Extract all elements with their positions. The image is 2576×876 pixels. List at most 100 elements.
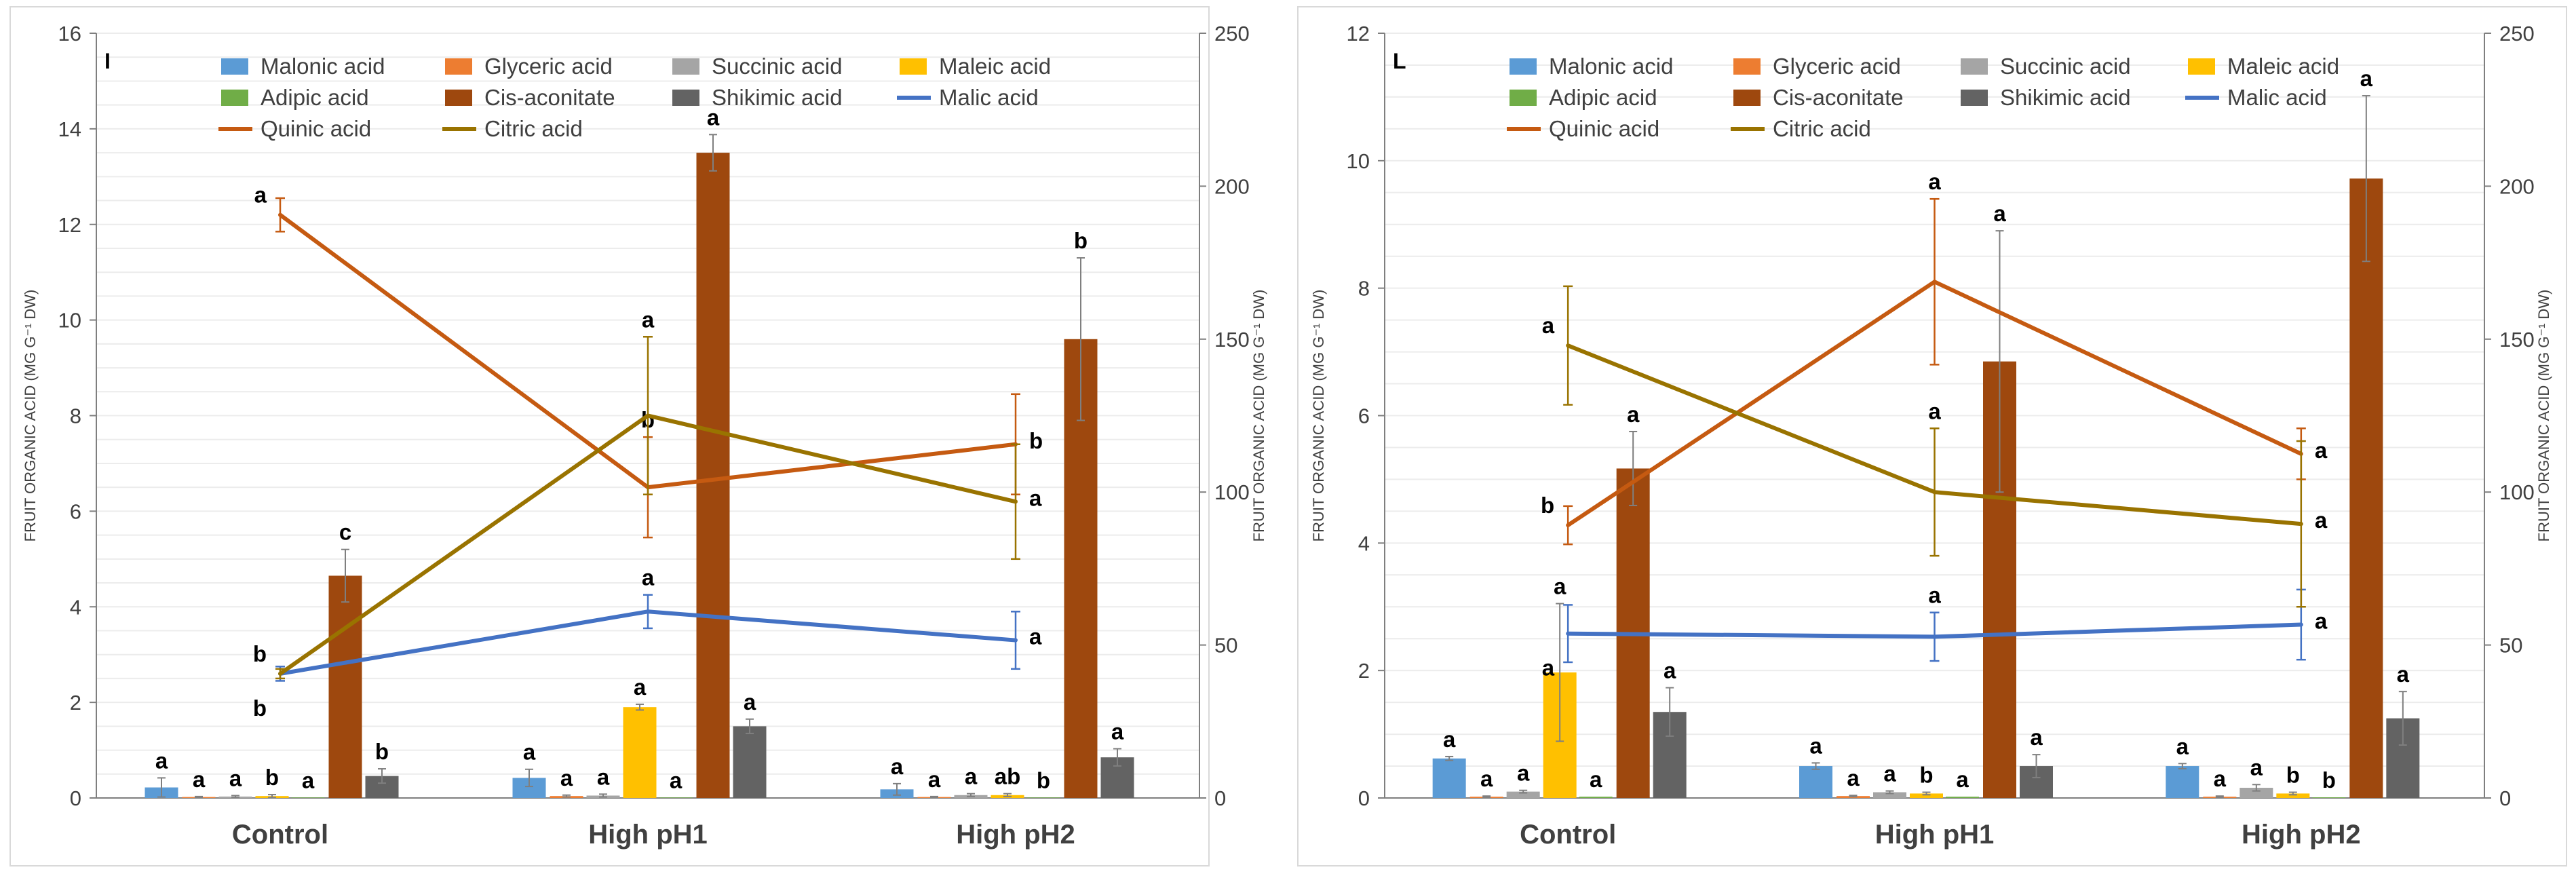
significance-letter: a [155,748,168,773]
y-tick-label: 14 [58,117,81,141]
legend-label-succinic-acid: Succinic acid [712,54,843,79]
significance-letter: a [891,754,904,779]
point-malic-acid [1932,634,1937,639]
bar-maleic-acid-high-ph1 [623,707,657,798]
y-tick-label: 8 [70,404,81,428]
legend-label-maleic-acid: Maleic acid [2227,54,2339,79]
y-tick-label: 2 [70,691,81,715]
y-right-tick-label: 150 [1214,328,1250,351]
panel-label: L [1393,49,1406,73]
y-tick-label: 6 [70,499,81,523]
bar-shikimic-acid-high-ph1 [733,726,767,798]
significance-letter: a [642,565,655,590]
significance-letter: a [1664,658,1676,683]
significance-letter: a [2030,725,2043,750]
y-tick-label: 4 [1358,531,1370,555]
point-citric-acid [1014,499,1018,504]
bar-cis-aconitate-control [328,575,362,798]
significance-letter: a [1928,169,1941,194]
significance-letter: a [2214,766,2227,791]
legend-label-glyceric-acid: Glyceric acid [484,54,613,79]
x-tick-label-high-ph1: High pH1 [588,820,708,850]
y-right-axis-title: FRUIT ORGANIC ACID (MG G⁻¹ DW) [1250,290,1267,542]
significance-letter: b [375,739,389,764]
legend-swatch-malonic-acid [221,58,248,75]
bar-adipic-acid-high-ph2 [2312,797,2346,798]
significance-letter: a [1590,767,1602,792]
significance-letter: b [1037,767,1050,793]
point-malic-acid [646,609,650,614]
significance-letter: b [253,696,267,721]
significance-letter: a [523,740,536,765]
significance-letter: a [2315,438,2328,463]
point-malic-acid [1014,638,1018,643]
significance-letter: a [1993,201,2006,226]
legend-swatch-adipic-acid [1510,90,1537,106]
significance-letter: b [2286,763,2300,788]
y-tick-label: 0 [1358,786,1370,810]
significance-letter: a [965,764,978,789]
y-tick-label: 2 [1358,659,1370,683]
legend-label-malonic-acid: Malonic acid [1549,54,1673,79]
y-tick-label: 8 [1358,277,1370,301]
y-tick-label: 10 [58,309,81,332]
y-right-tick-label: 0 [1214,786,1226,810]
significance-letter: b [253,641,267,666]
x-tick-label-high-ph2: High pH2 [2242,820,2361,850]
y-tick-label: 4 [70,595,81,619]
y-right-tick-label: 200 [2499,174,2535,198]
legend-swatch-malonic-acid [1510,58,1537,75]
point-quinic-acid [1932,280,1937,284]
significance-letter: a [1809,733,1822,758]
significance-letter: b [265,765,279,790]
significance-letter: ab [995,764,1021,789]
legend-label-quinic-acid: Quinic acid [1549,116,1659,141]
panel-frame [1297,6,2567,867]
significance-letter: a [1517,761,1530,786]
significance-letter: a [1443,727,1456,752]
significance-letter: a [1111,719,1124,744]
point-citric-acid [1566,343,1571,348]
legend-swatch-shikimic-acid [672,90,699,106]
y-tick-label: 0 [70,786,81,810]
y-right-tick-label: 100 [1214,480,1250,504]
y-right-tick-label: 100 [2499,480,2535,504]
bar-malonic-acid-high-ph2 [2166,766,2199,798]
significance-letter: a [1847,765,1860,791]
y-right-tick-label: 50 [2499,634,2522,658]
significance-letter: a [302,767,315,793]
legend-swatch-cis-aconitate [445,90,472,106]
significance-letter: a [229,765,242,791]
legend-label-adipic-acid: Adipic acid [261,85,369,110]
legend-label-malic-acid: Malic acid [939,85,1039,110]
significance-letter: a [642,307,655,332]
point-quinic-acid [278,212,282,217]
significance-letter: a [1554,574,1566,599]
y-tick-label: 10 [1347,149,1370,173]
significance-letter: a [1928,398,1941,423]
legend-label-citric-acid: Citric acid [1773,116,1871,141]
y-axis-title: FRUIT ORGANIC ACID (MG G⁻¹ DW) [22,290,39,542]
legend-label-malonic-acid: Malonic acid [261,54,385,79]
legend-label-cis-aconitate: Cis-aconitate [484,85,615,110]
significance-letter: b [1541,493,1554,518]
bar-malonic-acid-control [1432,758,1466,798]
significance-letter: a [1627,402,1640,427]
significance-letter: a [254,183,267,208]
bar-succinic-acid-high-ph1 [1873,792,1906,798]
significance-letter: a [634,674,647,700]
legend-label-malic-acid: Malic acid [2227,85,2327,110]
legend-label-succinic-acid: Succinic acid [2000,54,2131,79]
bar-cis-aconitate-high-ph2 [2349,178,2383,798]
significance-letter: a [744,689,756,715]
significance-letter: a [2315,609,2328,634]
y-right-tick-label: 0 [2499,786,2511,810]
bar-adipic-acid-control [291,797,325,798]
significance-letter: a [560,765,573,791]
legend-swatch-maleic-acid [2188,58,2215,75]
significance-letter: b [1074,228,1088,253]
significance-letter: a [1029,624,1042,649]
significance-letter: a [193,767,206,792]
legend-label-adipic-acid: Adipic acid [1549,85,1657,110]
